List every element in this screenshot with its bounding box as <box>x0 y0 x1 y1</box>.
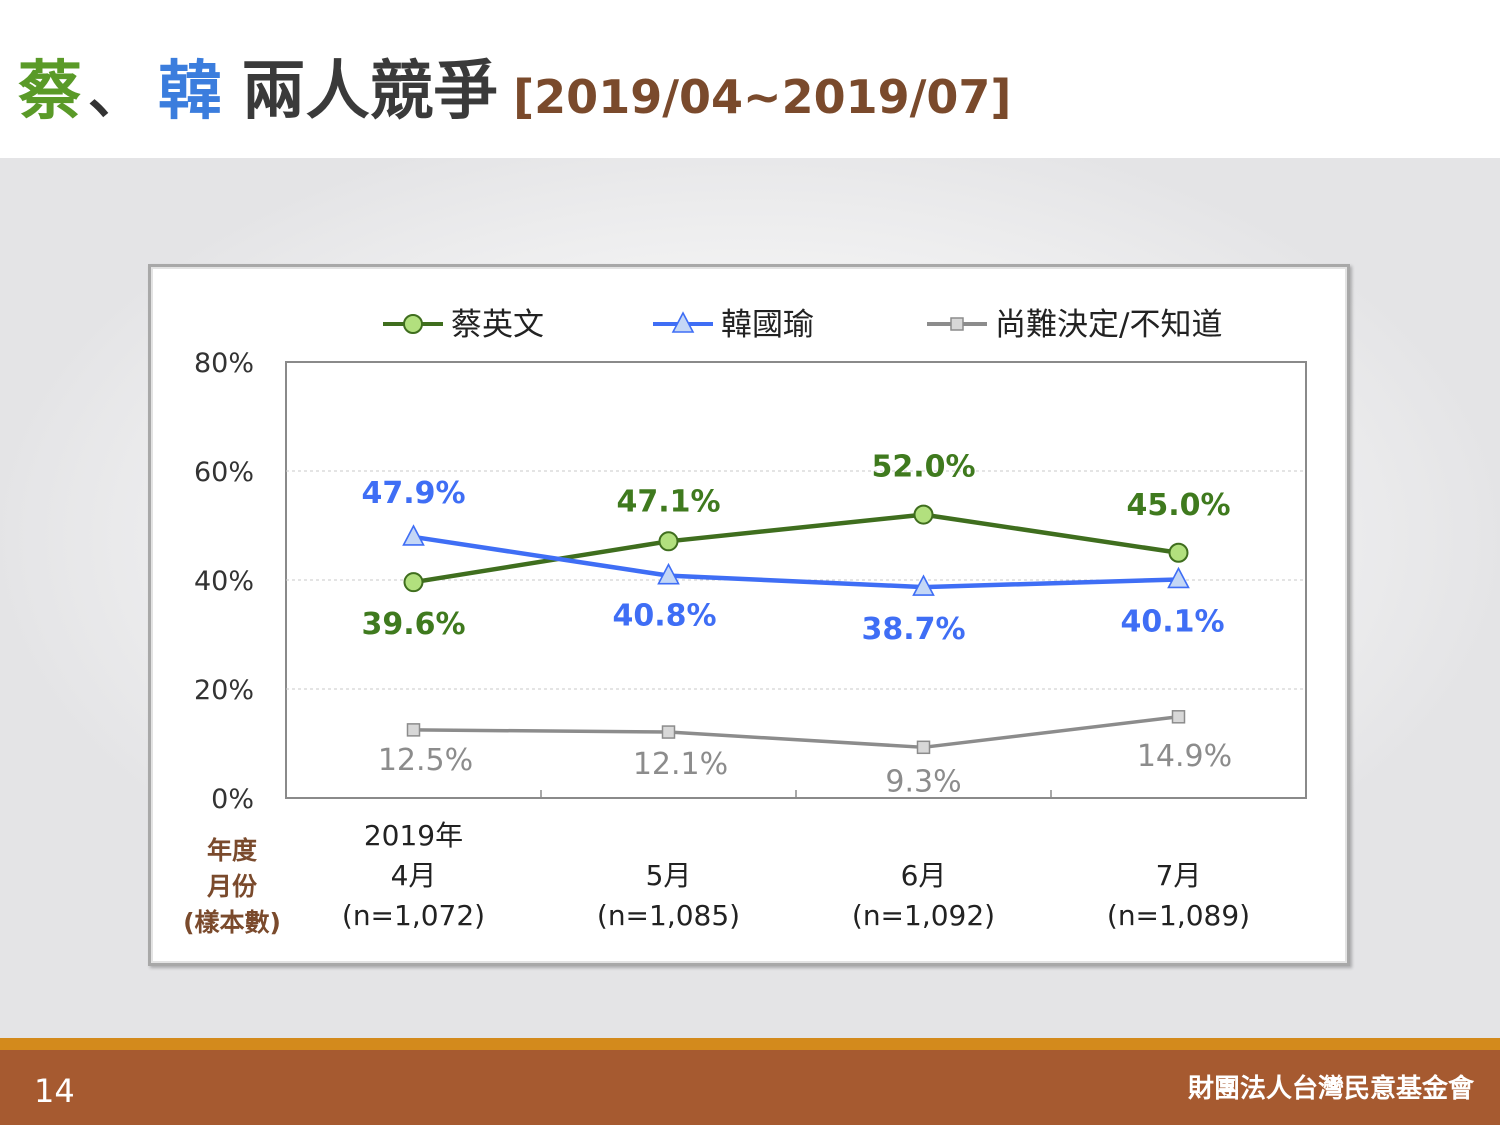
x-category-label: (n=1,072) <box>342 899 485 932</box>
x-category-label: 2019年 <box>364 819 463 852</box>
data-point-undecided <box>1171 710 1186 724</box>
slide-title: 蔡、韓 兩人競爭 [2019/04~2019/07] <box>18 40 1011 140</box>
series-line-undecided <box>413 715 1179 750</box>
page-number: 14 <box>34 1072 75 1110</box>
data-point-tsai <box>1168 542 1189 563</box>
x-category-label: (n=1,085) <box>597 899 740 932</box>
legend-label: 蔡英文 <box>451 307 544 343</box>
data-label-tsai: 45.0% <box>1126 488 1230 523</box>
title-competition: 兩人競爭 <box>241 55 498 129</box>
legend-marker <box>950 317 964 331</box>
title-separator: 、 <box>88 62 144 127</box>
row-header-label: 年度 <box>207 836 257 865</box>
data-label-tsai: 39.6% <box>361 607 465 642</box>
data-label-han: 40.1% <box>1120 604 1224 639</box>
legend-label: 尚難決定/不知道 <box>995 307 1222 343</box>
line-chart: 0% 20% 40% 60% 80% 2019年 4月 (n=1,072) 5月 (n=1,085… <box>183 307 1307 937</box>
data-label-undecided: 12.5% <box>378 743 473 778</box>
x-category-label: 5月 <box>646 859 692 892</box>
footer-bar <box>0 1050 1500 1125</box>
x-category-label: 6月 <box>901 859 947 892</box>
y-tick-label: 80% <box>194 348 254 379</box>
x-category-label: 7月 <box>1156 859 1202 892</box>
data-point-han <box>912 574 935 596</box>
y-tick-label: 60% <box>194 457 254 488</box>
data-label-tsai: 47.1% <box>616 484 720 519</box>
series-line-tsai <box>413 512 1179 585</box>
title-tsai: 蔡 <box>18 55 82 129</box>
data-label-tsai: 52.0% <box>871 450 975 485</box>
data-point-tsai <box>658 531 679 552</box>
x-category-label: (n=1,092) <box>852 899 995 932</box>
data-point-han <box>657 562 680 585</box>
data-label-undecided: 12.1% <box>633 747 728 782</box>
title-period: [2019/04~2019/07] <box>513 70 1012 124</box>
data-point-undecided <box>406 723 421 737</box>
x-category-label: 4月 <box>391 859 437 892</box>
row-header-label: 月份 <box>206 872 257 901</box>
data-label-han: 38.7% <box>861 612 965 647</box>
y-tick-label: 0% <box>211 784 254 815</box>
data-label-han: 40.8% <box>612 599 716 634</box>
data-point-undecided <box>916 740 931 755</box>
data-point-han <box>1167 566 1190 589</box>
y-tick-label: 20% <box>194 675 254 706</box>
organization-name: 財團法人台灣民意基金會 <box>1187 1074 1474 1104</box>
legend-marker <box>403 314 423 334</box>
x-category-label: (n=1,089) <box>1107 899 1250 932</box>
data-point-tsai <box>913 504 934 525</box>
data-point-tsai <box>403 572 424 593</box>
row-header-label: (樣本數) <box>183 908 281 937</box>
footer-stripe <box>0 1038 1500 1050</box>
data-label-undecided: 9.3% <box>885 764 961 799</box>
chart-frame: 0% 20% 40% 60% 80% 2019年 4月 (n=1,072) 5月 (n=1,085… <box>148 264 1350 966</box>
legend-marker <box>671 311 695 333</box>
title-han: 韓 <box>158 55 222 129</box>
data-point-undecided <box>661 725 676 739</box>
data-label-undecided: 14.9% <box>1137 739 1232 774</box>
data-label-han: 47.9% <box>361 476 465 511</box>
legend-label: 韓國瑜 <box>721 307 814 343</box>
y-tick-label: 40% <box>194 566 254 597</box>
series-line-han <box>413 534 1179 590</box>
data-point-han <box>402 524 425 546</box>
